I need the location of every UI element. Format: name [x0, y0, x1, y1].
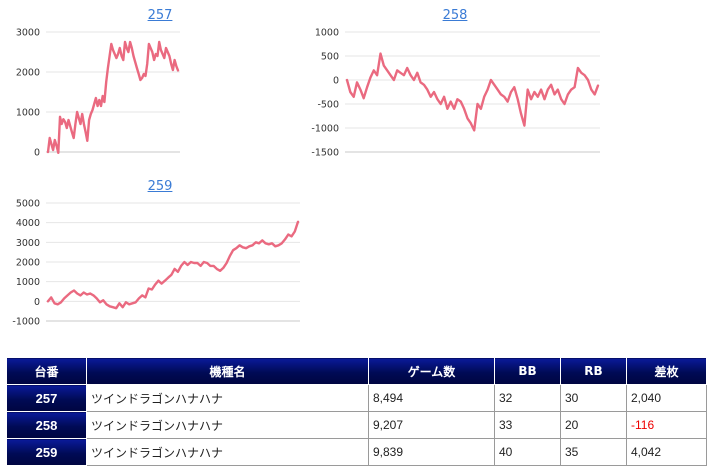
y-tick-label: 2000	[16, 68, 40, 79]
bb-cell: 40	[494, 438, 561, 466]
header-machine-number[interactable]: 台番	[6, 357, 87, 385]
difference-cell: 2,040	[626, 384, 707, 412]
data-line	[46, 220, 300, 310]
difference-cell: 4,042	[626, 438, 707, 466]
y-tick-label: -500	[317, 100, 339, 111]
chart-plot: 0 1000 2000 3000	[16, 28, 180, 159]
chart-plot: -1000 0 1000 2000 3000 4000 5000	[12, 199, 300, 328]
header-bb[interactable]: BB	[494, 357, 561, 385]
y-tick-label: 3000	[16, 28, 40, 39]
chart-259: 259 -1000 0 1000 2000 3000 4000 5000	[0, 177, 320, 342]
chart-title-link[interactable]: 258	[442, 8, 468, 23]
header-model-name[interactable]: 機種名	[86, 357, 369, 385]
header-game-count[interactable]: ゲーム数	[368, 357, 495, 385]
header-difference[interactable]: 差枚	[626, 357, 707, 385]
data-line	[46, 40, 180, 155]
game-count-cell: 8,494	[368, 384, 495, 412]
machine-number-cell: 257	[6, 384, 87, 412]
header-rb[interactable]: RB	[560, 357, 627, 385]
game-count-cell: 9,207	[368, 411, 495, 439]
chart-plot: -1500 -1000 -500 0 500 1000	[311, 28, 600, 159]
y-tick-label: -1500	[311, 148, 339, 159]
y-tick-label: -1000	[12, 317, 40, 328]
difference-cell: -116	[626, 411, 707, 439]
y-tick-label: 5000	[16, 199, 40, 210]
chart-258: 258 -1500 -1000 -500 0 500 1000	[295, 0, 615, 165]
y-tick-label: 0	[34, 297, 40, 308]
table-row: 259 ツインドラゴンハナハナ 9,839 40 35 4,042	[6, 438, 707, 466]
game-count-cell: 9,839	[368, 438, 495, 466]
rb-cell: 30	[560, 384, 627, 412]
table-row: 257 ツインドラゴンハナハナ 8,494 32 30 2,040	[6, 384, 707, 412]
chart-title-link[interactable]: 259	[147, 179, 173, 194]
y-tick-label: 3000	[16, 238, 40, 249]
y-tick-label: 0	[333, 76, 339, 87]
y-tick-label: 2000	[16, 258, 40, 269]
chart-title-link[interactable]: 257	[147, 8, 173, 23]
rb-cell: 35	[560, 438, 627, 466]
model-name-cell: ツインドラゴンハナハナ	[86, 438, 369, 466]
machine-number-cell: 258	[6, 411, 87, 439]
y-tick-label: -1000	[311, 124, 339, 135]
table-row: 258 ツインドラゴンハナハナ 9,207 33 20 -116	[6, 411, 707, 439]
y-tick-label: 500	[321, 52, 339, 63]
results-table: 台番 機種名 ゲーム数 BB RB 差枚 257 ツインドラゴンハナハナ 8,4…	[6, 357, 707, 466]
table-header-row: 台番 機種名 ゲーム数 BB RB 差枚	[6, 357, 707, 385]
chart-257: 257 0 1000 2000 3000	[0, 0, 320, 165]
y-tick-label: 1000	[16, 277, 40, 288]
y-tick-label: 0	[34, 148, 40, 159]
y-tick-label: 4000	[16, 218, 40, 229]
bb-cell: 32	[494, 384, 561, 412]
bb-cell: 33	[494, 411, 561, 439]
machine-number-cell: 259	[6, 438, 87, 466]
model-name-cell: ツインドラゴンハナハナ	[86, 411, 369, 439]
rb-cell: 20	[560, 411, 627, 439]
data-line	[345, 52, 600, 132]
model-name-cell: ツインドラゴンハナハナ	[86, 384, 369, 412]
y-tick-label: 1000	[16, 108, 40, 119]
y-tick-label: 1000	[315, 28, 339, 39]
